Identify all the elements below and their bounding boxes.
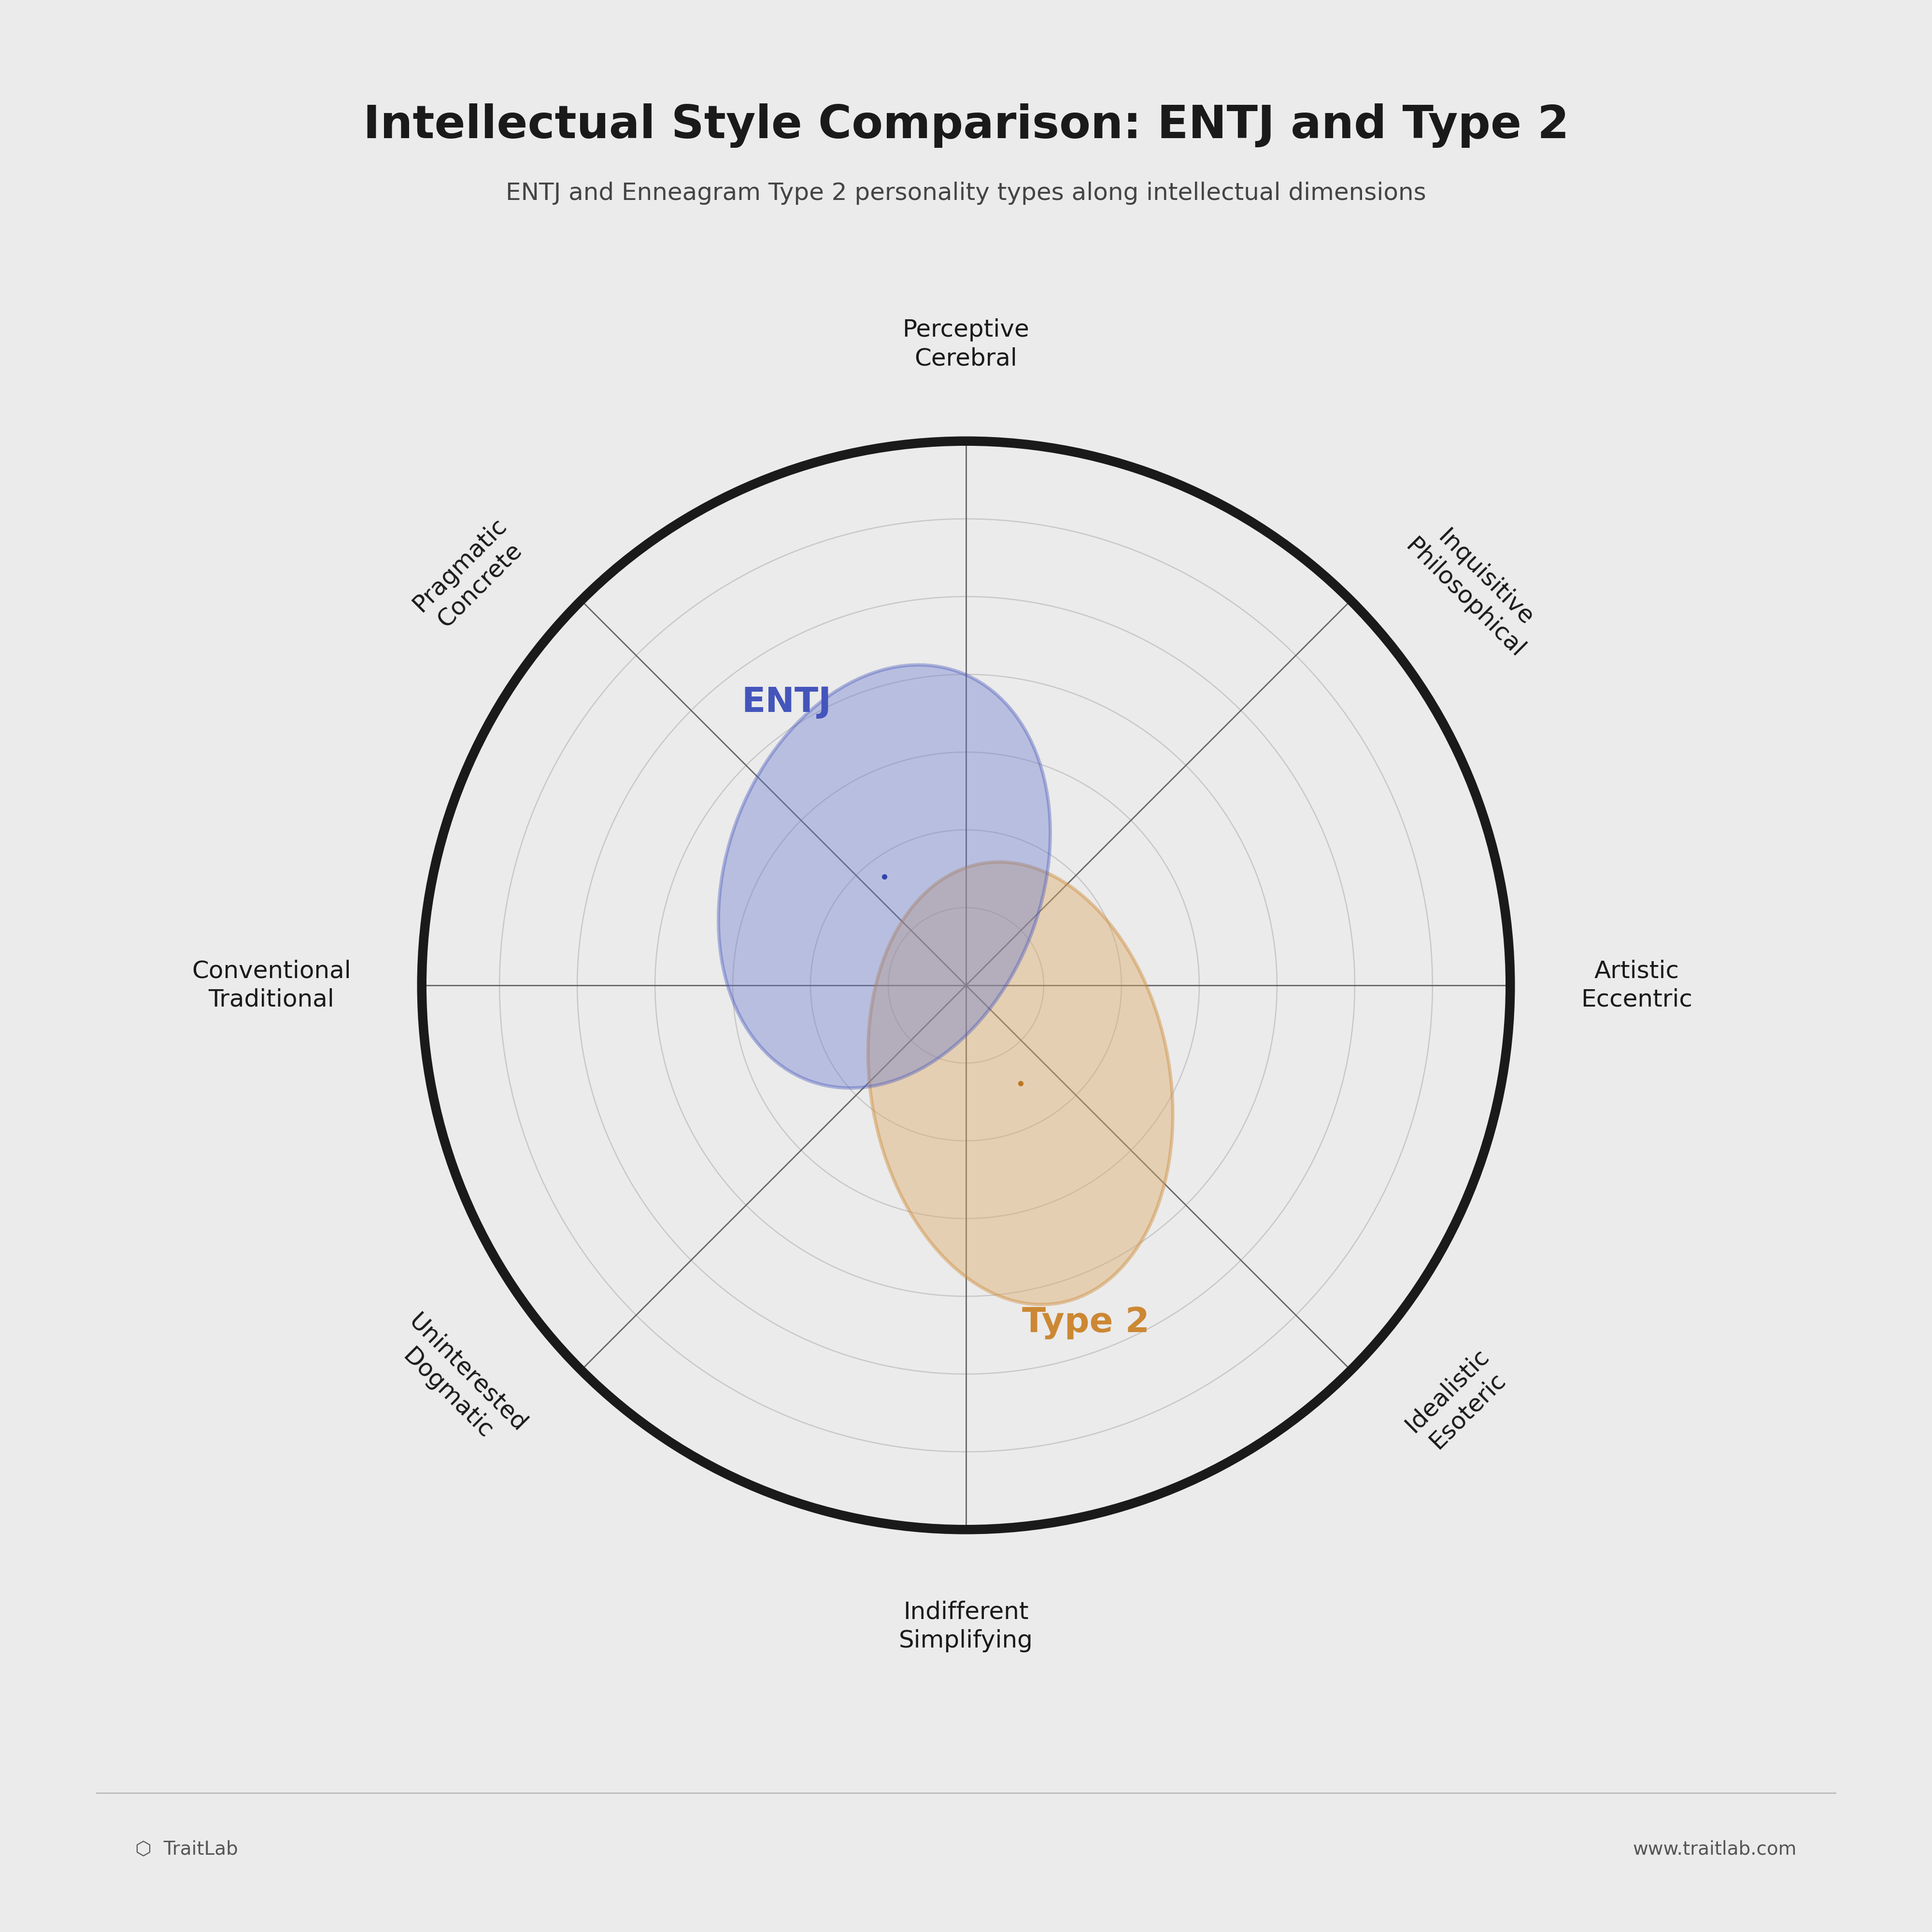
Text: Inquisitive
Philosophical: Inquisitive Philosophical (1401, 514, 1549, 663)
Text: ENTJ and Enneagram Type 2 personality types along intellectual dimensions: ENTJ and Enneagram Type 2 personality ty… (506, 182, 1426, 205)
Text: ⬡  TraitLab: ⬡ TraitLab (135, 1839, 238, 1859)
Ellipse shape (867, 862, 1173, 1304)
Text: www.traitlab.com: www.traitlab.com (1633, 1839, 1797, 1859)
Ellipse shape (719, 665, 1051, 1088)
Text: Conventional
Traditional: Conventional Traditional (191, 960, 352, 1010)
Text: Intellectual Style Comparison: ENTJ and Type 2: Intellectual Style Comparison: ENTJ and … (363, 102, 1569, 149)
Text: Uninterested
Dogmatic: Uninterested Dogmatic (384, 1310, 531, 1457)
Text: ENTJ: ENTJ (742, 686, 831, 719)
Text: Perceptive
Cerebral: Perceptive Cerebral (902, 319, 1030, 371)
Text: Idealistic
Esoteric: Idealistic Esoteric (1401, 1345, 1515, 1457)
Text: Type 2: Type 2 (1022, 1306, 1150, 1339)
Text: Artistic
Eccentric: Artistic Eccentric (1580, 960, 1692, 1010)
Text: Pragmatic
Concrete: Pragmatic Concrete (408, 514, 531, 638)
Text: Indifferent
Simplifying: Indifferent Simplifying (898, 1600, 1034, 1652)
